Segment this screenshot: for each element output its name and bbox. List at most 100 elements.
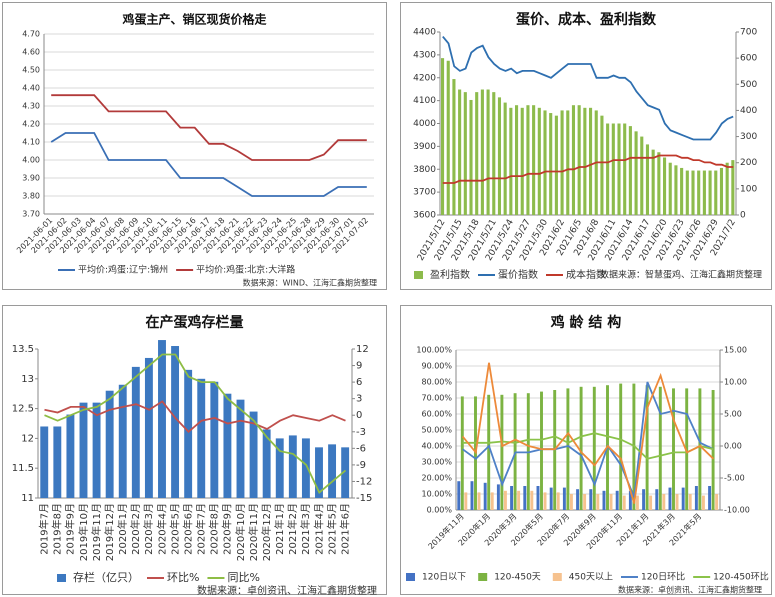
bar: [210, 381, 219, 498]
chart-title: 蛋价、成本、盈利指数: [516, 11, 657, 28]
y-tick-label: 3900: [413, 142, 436, 152]
bar: [315, 447, 323, 498]
legend-label: 同比%: [227, 571, 259, 584]
x-tick-label: 2020年4月: [155, 503, 168, 555]
y-tick-label: 4.00: [22, 156, 40, 165]
source-note: 数据来源：卓创资讯、江海汇鑫期货整理: [618, 585, 762, 595]
x-tick-label: 2021年6月: [338, 503, 351, 555]
bar: [496, 484, 500, 510]
y2-tick-label: -10.00: [724, 506, 750, 515]
y-tick-label: 3800: [413, 165, 436, 175]
y-tick-label: 11.5: [12, 463, 34, 474]
y-tick-label: 4.70: [22, 30, 40, 39]
bar: [672, 388, 675, 510]
y2-tick-label: 0: [356, 410, 362, 421]
bar: [596, 494, 600, 510]
y-tick-label: 3.80: [22, 192, 40, 201]
bar: [197, 378, 206, 498]
bar: [576, 489, 580, 510]
y-tick-label: 20.00%: [421, 474, 452, 483]
y-tick-label: 3700: [413, 188, 436, 198]
bar: [554, 115, 558, 215]
bar: [526, 105, 530, 215]
bar: [668, 162, 672, 215]
bar: [236, 399, 245, 498]
y2-tick-label: -3: [356, 427, 366, 438]
y-tick-label: 12.5: [12, 404, 34, 415]
bar: [537, 107, 541, 215]
x-tick-label: 2020年5月: [168, 503, 181, 555]
bar: [691, 170, 695, 215]
y-tick-label: 40.00%: [421, 442, 452, 451]
bar: [131, 366, 140, 498]
bar: [708, 170, 712, 215]
bar: [40, 426, 49, 498]
y-tick-label: 30.00%: [421, 458, 452, 467]
y2-tick-label: 400: [740, 106, 757, 116]
y2-tick-label: -15: [356, 493, 372, 504]
bar: [480, 89, 484, 215]
bar: [223, 393, 232, 498]
y2-tick-label: 12: [356, 344, 369, 355]
x-tick-label: 2020年11月: [247, 503, 260, 561]
bar: [569, 494, 573, 510]
y-tick-label: 3.70: [22, 210, 40, 219]
bar: [701, 495, 705, 510]
bar: [668, 487, 672, 510]
bar: [457, 481, 461, 510]
bar: [615, 490, 619, 510]
bar: [490, 492, 494, 510]
x-tick-label: 2020年7月: [195, 503, 208, 555]
bar: [658, 386, 662, 510]
bar: [685, 388, 689, 510]
x-tick-label: 2020年3月: [142, 503, 155, 555]
bar: [540, 391, 543, 510]
bar: [510, 486, 514, 510]
y-tick-label: 4.60: [22, 48, 40, 57]
y-tick-label: 60.00%: [421, 410, 452, 419]
line-series: [442, 36, 734, 141]
y2-tick-label: 15.00: [724, 346, 747, 355]
y-tick-label: 10.00%: [421, 490, 452, 499]
legend-label: 450天以上: [569, 572, 613, 583]
bar: [566, 110, 570, 215]
bar: [464, 492, 468, 510]
bar: [674, 165, 678, 215]
y-tick-label: 4.40: [22, 84, 40, 93]
bar: [725, 162, 729, 215]
y2-tick-label: 600: [740, 54, 757, 64]
chart-title: 鸡 龄 结 构: [550, 314, 622, 331]
bar: [697, 170, 701, 215]
x-tick-label: 2019年7月: [38, 503, 51, 555]
x-tick-label: 2021年5月: [325, 503, 338, 555]
chart-title: 在产蛋鸡存栏量: [146, 314, 244, 331]
bar: [536, 486, 540, 510]
legend-swatch: [406, 573, 415, 581]
bar: [470, 481, 474, 510]
bar: [328, 444, 337, 498]
bar: [523, 486, 527, 510]
bar: [592, 386, 596, 510]
bar: [714, 170, 718, 215]
bar: [477, 492, 481, 510]
legend-label: 存栏（亿只）: [73, 570, 139, 584]
bar: [562, 487, 566, 510]
x-tick-label: 2020年10月: [234, 503, 247, 561]
bar: [549, 113, 553, 215]
bar: [514, 105, 519, 215]
bar: [532, 105, 536, 215]
bar: [509, 107, 513, 215]
legend-label: 120-450天: [494, 573, 541, 583]
bar: [262, 429, 271, 498]
bar: [463, 92, 467, 215]
legend-swatch: [552, 573, 562, 581]
bar: [341, 447, 350, 498]
y-tick-label: 50.00%: [421, 426, 452, 435]
bar: [628, 490, 632, 510]
line-series: [51, 94, 367, 161]
bar: [583, 107, 587, 215]
bar: [657, 152, 661, 215]
legend-swatch: [57, 574, 66, 582]
bar: [452, 79, 456, 215]
